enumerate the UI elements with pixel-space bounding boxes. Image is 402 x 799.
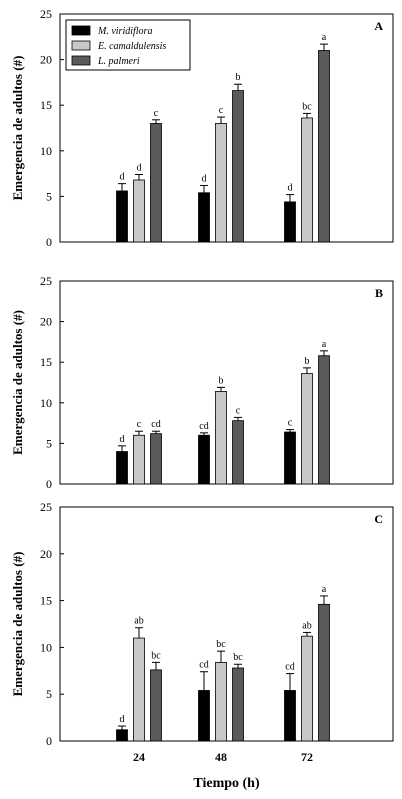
significance-letter: c: [154, 108, 159, 119]
significance-letter: c: [288, 418, 293, 429]
bar: [318, 355, 330, 485]
panel-tag: B: [375, 286, 383, 300]
bar: [301, 635, 313, 742]
significance-letter: bc: [233, 652, 243, 663]
y-tick-label: 20: [40, 53, 52, 67]
significance-letter: c: [137, 419, 142, 430]
y-tick-label: 0: [46, 477, 52, 491]
y-tick-label: 10: [40, 640, 52, 654]
bar: [150, 669, 162, 742]
y-tick-label: 15: [40, 98, 52, 112]
y-axis-label: Emergencia de adultos (#): [10, 310, 25, 455]
bar: [215, 391, 227, 485]
bar: [150, 123, 162, 243]
x-axis-label: Tiempo (h): [193, 776, 260, 791]
bar: [284, 201, 296, 243]
bar: [301, 373, 313, 485]
y-tick-label: 20: [40, 315, 52, 329]
significance-letter: a: [322, 339, 327, 350]
significance-letter: d: [120, 434, 125, 445]
y-tick-label: 15: [40, 355, 52, 369]
chart-panel-a: 0 5 10 15 20 25 Emergencia de adultos (#) Ad d d d…: [10, 7, 394, 249]
panel-tag: C: [374, 512, 383, 526]
significance-letter: bc: [302, 101, 312, 112]
bar: [215, 123, 227, 243]
bar: [133, 434, 145, 485]
y-tick-label: 25: [40, 500, 52, 514]
y-tick-label: 0: [46, 734, 52, 748]
bar: [116, 451, 128, 485]
bar: [198, 690, 210, 742]
y-tick-label: 5: [46, 189, 52, 203]
significance-letter: b: [236, 72, 241, 83]
significance-letter: cd: [285, 662, 294, 673]
significance-letter: b: [305, 356, 310, 367]
significance-letter: b: [219, 375, 224, 386]
legend-entry: M. viridiflora: [97, 26, 152, 37]
y-tick-label: 10: [40, 144, 52, 158]
y-tick-label: 5: [46, 687, 52, 701]
x-tick-label: 72: [301, 750, 313, 764]
y-axis-label: Emergencia de adultos (#): [10, 552, 25, 697]
bar: [232, 667, 244, 742]
y-tick-label: 15: [40, 594, 52, 608]
y-axis-label: Emergencia de adultos (#): [10, 56, 25, 201]
bar: [284, 431, 296, 485]
bar: [198, 192, 210, 243]
legend-swatch: [71, 40, 91, 51]
legend-swatch: [71, 55, 91, 66]
significance-letter: d: [202, 173, 207, 184]
significance-letter: d: [137, 163, 142, 174]
y-tick-label: 25: [40, 274, 52, 288]
y-tick-label: 10: [40, 396, 52, 410]
bar: [198, 434, 210, 485]
significance-letter: a: [322, 32, 327, 43]
bar: [232, 420, 244, 485]
significance-letter: cd: [199, 660, 208, 671]
bar: [318, 50, 330, 243]
significance-letter: d: [288, 183, 293, 194]
x-tick-label: 24: [133, 750, 145, 764]
significance-letter: ab: [302, 620, 311, 631]
chart-panel-c: 0 5 10 15 20 25 24 48 72 Emergencia de adultos (#…: [10, 500, 394, 791]
x-tick-label: 48: [215, 750, 227, 764]
bar: [232, 90, 244, 243]
bar: [116, 729, 128, 742]
significance-letter: cd: [199, 421, 208, 432]
significance-letter: c: [236, 405, 241, 416]
y-tick-label: 25: [40, 7, 52, 21]
significance-letter: d: [120, 714, 125, 725]
y-tick-label: 0: [46, 235, 52, 249]
bar: [133, 637, 145, 742]
bar: [116, 190, 128, 243]
y-tick-label: 5: [46, 436, 52, 450]
significance-letter: cd: [151, 419, 160, 430]
panel-tag: A: [374, 19, 383, 33]
bar: [133, 179, 145, 243]
legend-swatch: [71, 25, 91, 36]
bar: [284, 690, 296, 742]
significance-letter: bc: [216, 639, 226, 650]
significance-letter: ab: [134, 616, 143, 627]
significance-letter: c: [219, 105, 224, 116]
significance-letter: d: [120, 172, 125, 183]
bar: [215, 661, 227, 742]
bar: [301, 117, 313, 243]
y-tick-label: 20: [40, 547, 52, 561]
legend-entry: E. camaldulensis: [97, 41, 166, 52]
significance-letter: a: [322, 584, 327, 595]
legend-entry: L. palmeri: [97, 56, 140, 67]
bar: [150, 433, 162, 485]
significance-letter: bc: [151, 650, 161, 661]
bar: [318, 603, 330, 742]
